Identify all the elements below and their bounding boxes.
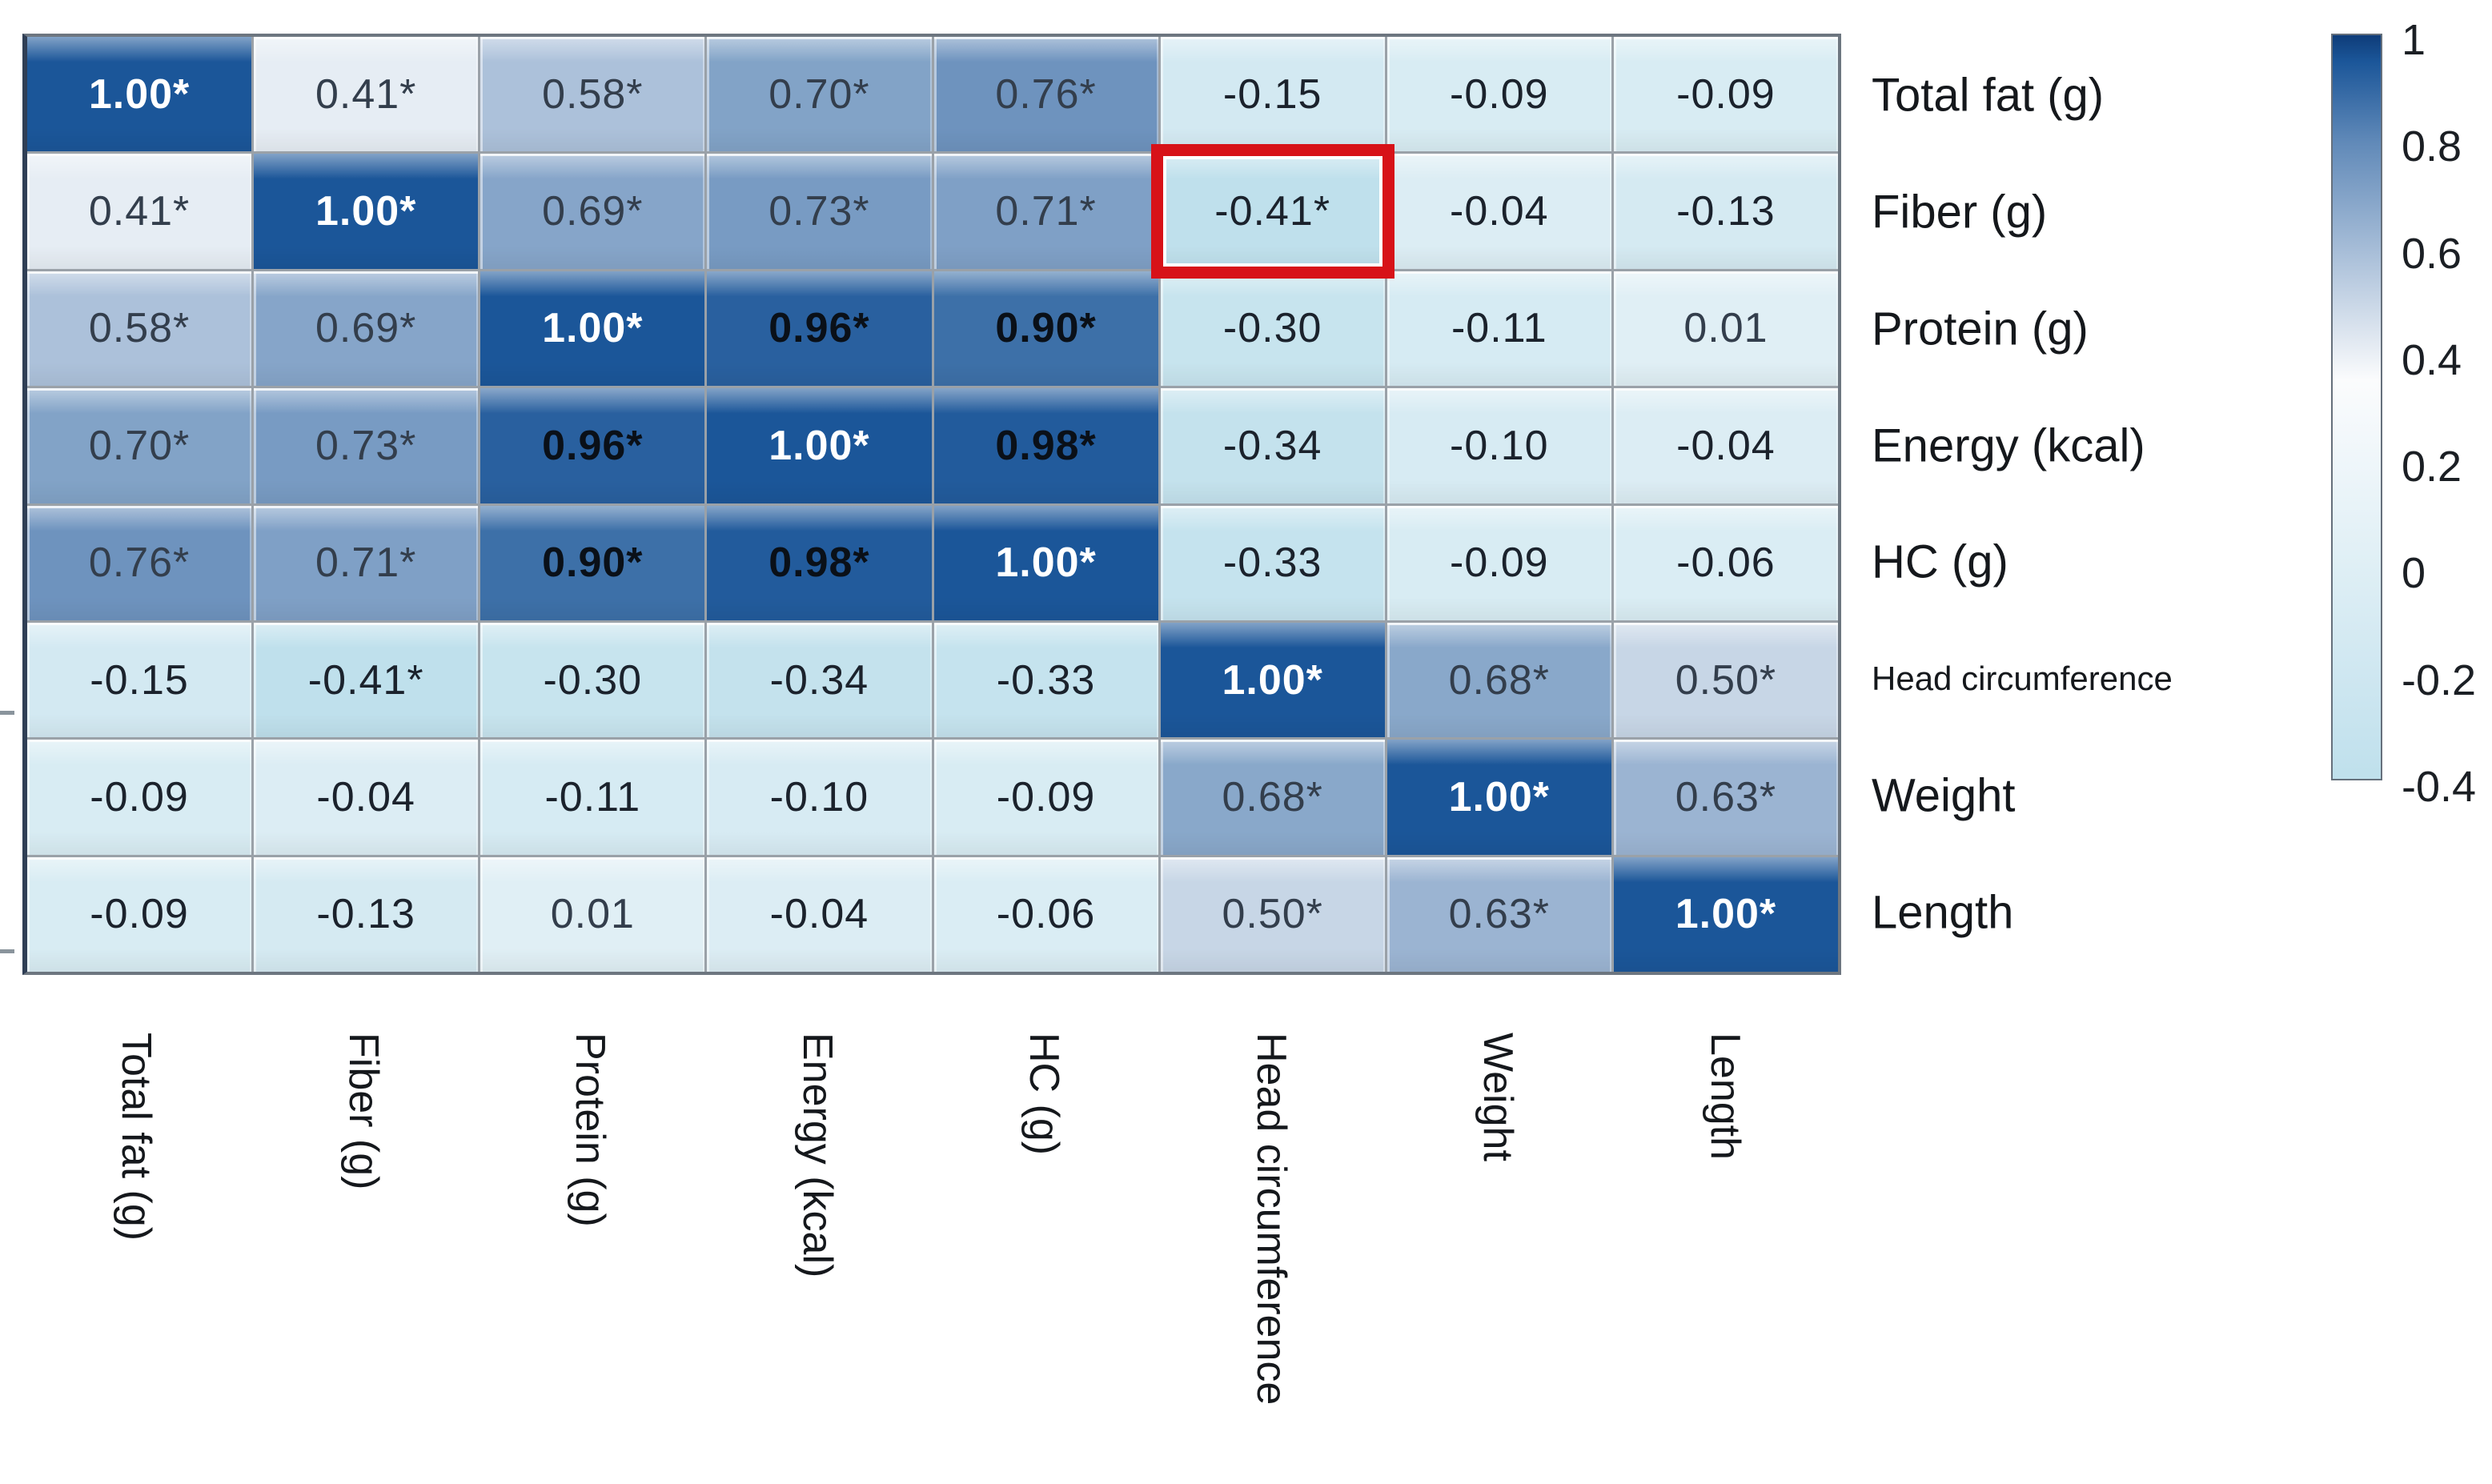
matrix-cell: -0.11 [480,740,705,855]
highlight-box [1150,144,1394,279]
matrix-cell: 0.01 [480,856,705,972]
col-label: Fiber (g) [340,1033,387,1190]
matrix-cell: 0.71* [254,505,479,620]
row-label: Fiber (g) [1872,186,2048,239]
row-label: Length [1872,886,2014,939]
matrix-cell: 0.73* [254,388,479,503]
matrix-cell: 0.70* [707,37,932,152]
col-label: Energy (kcal) [794,1033,841,1278]
colorbar-gradient [2331,34,2382,780]
colorbar-tick-label: -0.2 [2402,656,2477,704]
matrix-cell: -0.09 [27,740,252,855]
row-label: Weight [1872,769,2016,822]
col-label: HC (g) [1021,1033,1067,1156]
col-label: Weight [1475,1033,1521,1161]
matrix-cell: 0.50* [1160,856,1385,972]
matrix-cell: 0.90* [480,505,705,620]
colorbar-tick-label: 1 [2402,16,2426,64]
matrix-cell: -0.30 [1160,271,1385,387]
row-label: Head circumference [1872,660,2173,697]
matrix-cell: 0.69* [254,271,479,387]
matrix-cell: 0.98* [933,388,1158,503]
matrix-cell: 1.00* [254,154,479,269]
matrix-cell: -0.04 [707,856,932,972]
matrix-cell: 0.73* [707,154,932,269]
matrix-cell: -0.06 [1613,505,1838,620]
matrix-cell: 0.63* [1386,856,1611,972]
matrix-cell: -0.34 [1160,388,1385,503]
matrix-cell: 0.58* [27,271,252,387]
matrix-cell: -0.09 [1613,37,1838,152]
matrix-cell: 0.01 [1613,271,1838,387]
matrix-cell: 1.00* [933,505,1158,620]
col-label: Protein (g) [567,1033,613,1227]
matrix-cell: -0.04 [1613,388,1838,503]
colorbar-tick-label: -0.4 [2402,763,2477,811]
matrix-cell: 0.41* [254,37,479,152]
matrix-cell: 0.63* [1613,740,1838,855]
matrix-cell: 1.00* [1160,622,1385,738]
matrix-cell: 0.98* [707,505,932,620]
highlighted-cell: -0.41* [1150,144,1394,279]
colorbar-tick-label: 0.2 [2402,443,2462,491]
matrix-cell: -0.09 [933,740,1158,855]
matrix-cell: 0.68* [1160,740,1385,855]
matrix-cell: -0.33 [933,622,1158,738]
col-label: Total fat (g) [113,1033,159,1241]
matrix-cell: -0.13 [1613,154,1838,269]
matrix-cell: -0.33 [1160,505,1385,620]
matrix-cell: 0.90* [933,271,1158,387]
matrix-cell: 1.00* [480,271,705,387]
matrix-cell: -0.10 [1386,388,1611,503]
matrix-cell: -0.13 [254,856,479,972]
row-label: Protein (g) [1872,303,2089,355]
matrix-cell: 0.41* [27,154,252,269]
matrix-cell: 0.68* [1386,622,1611,738]
matrix-cell: 0.76* [27,505,252,620]
row-label: Energy (kcal) [1872,419,2145,472]
row-label: HC (g) [1872,535,2008,588]
row-label: Total fat (g) [1872,69,2105,122]
matrix-cell: -0.10 [707,740,932,855]
correlation-matrix: 1.00* 0.41* 0.58* 0.70* 0.76* -0.15 -0.09 -0.09… [22,34,1841,975]
matrix-cell: 0.96* [707,271,932,387]
left-tick-mark [0,711,14,715]
matrix-cell: 1.00* [1386,740,1611,855]
matrix-cell: 0.76* [933,37,1158,152]
left-tick-mark [0,949,14,953]
colorbar-tick-label: 0 [2402,549,2426,597]
matrix-cell: 0.71* [933,154,1158,269]
matrix-cell: 0.69* [480,154,705,269]
matrix-cell: -0.11 [1386,271,1611,387]
matrix-cell: -0.34 [707,622,932,738]
matrix-cell: 0.50* [1613,622,1838,738]
matrix-cell: 0.96* [480,388,705,503]
matrix-cell: -0.09 [27,856,252,972]
matrix-cell: 0.70* [27,388,252,503]
matrix-cell: -0.30 [480,622,705,738]
matrix-cell: -0.09 [1386,37,1611,152]
colorbar-tick-label: 0.8 [2402,122,2462,170]
colorbar-tick-label: 0.6 [2402,230,2462,278]
colorbar-tick-label: 0.4 [2402,336,2462,384]
matrix-cell: -0.04 [254,740,479,855]
matrix-cell: -0.15 [1160,37,1385,152]
col-label: Head circumference [1248,1033,1294,1406]
matrix-cell: 1.00* [27,37,252,152]
matrix-cell: -0.41* [254,622,479,738]
matrix-cell: -0.15 [27,622,252,738]
matrix-cell: 1.00* [1613,856,1838,972]
matrix-cell: -0.04 [1386,154,1611,269]
matrix-cell: -0.06 [933,856,1158,972]
matrix-cell: 0.58* [480,37,705,152]
matrix-cell: 1.00* [707,388,932,503]
col-label: Length [1702,1033,1748,1161]
matrix-cell: -0.09 [1386,505,1611,620]
